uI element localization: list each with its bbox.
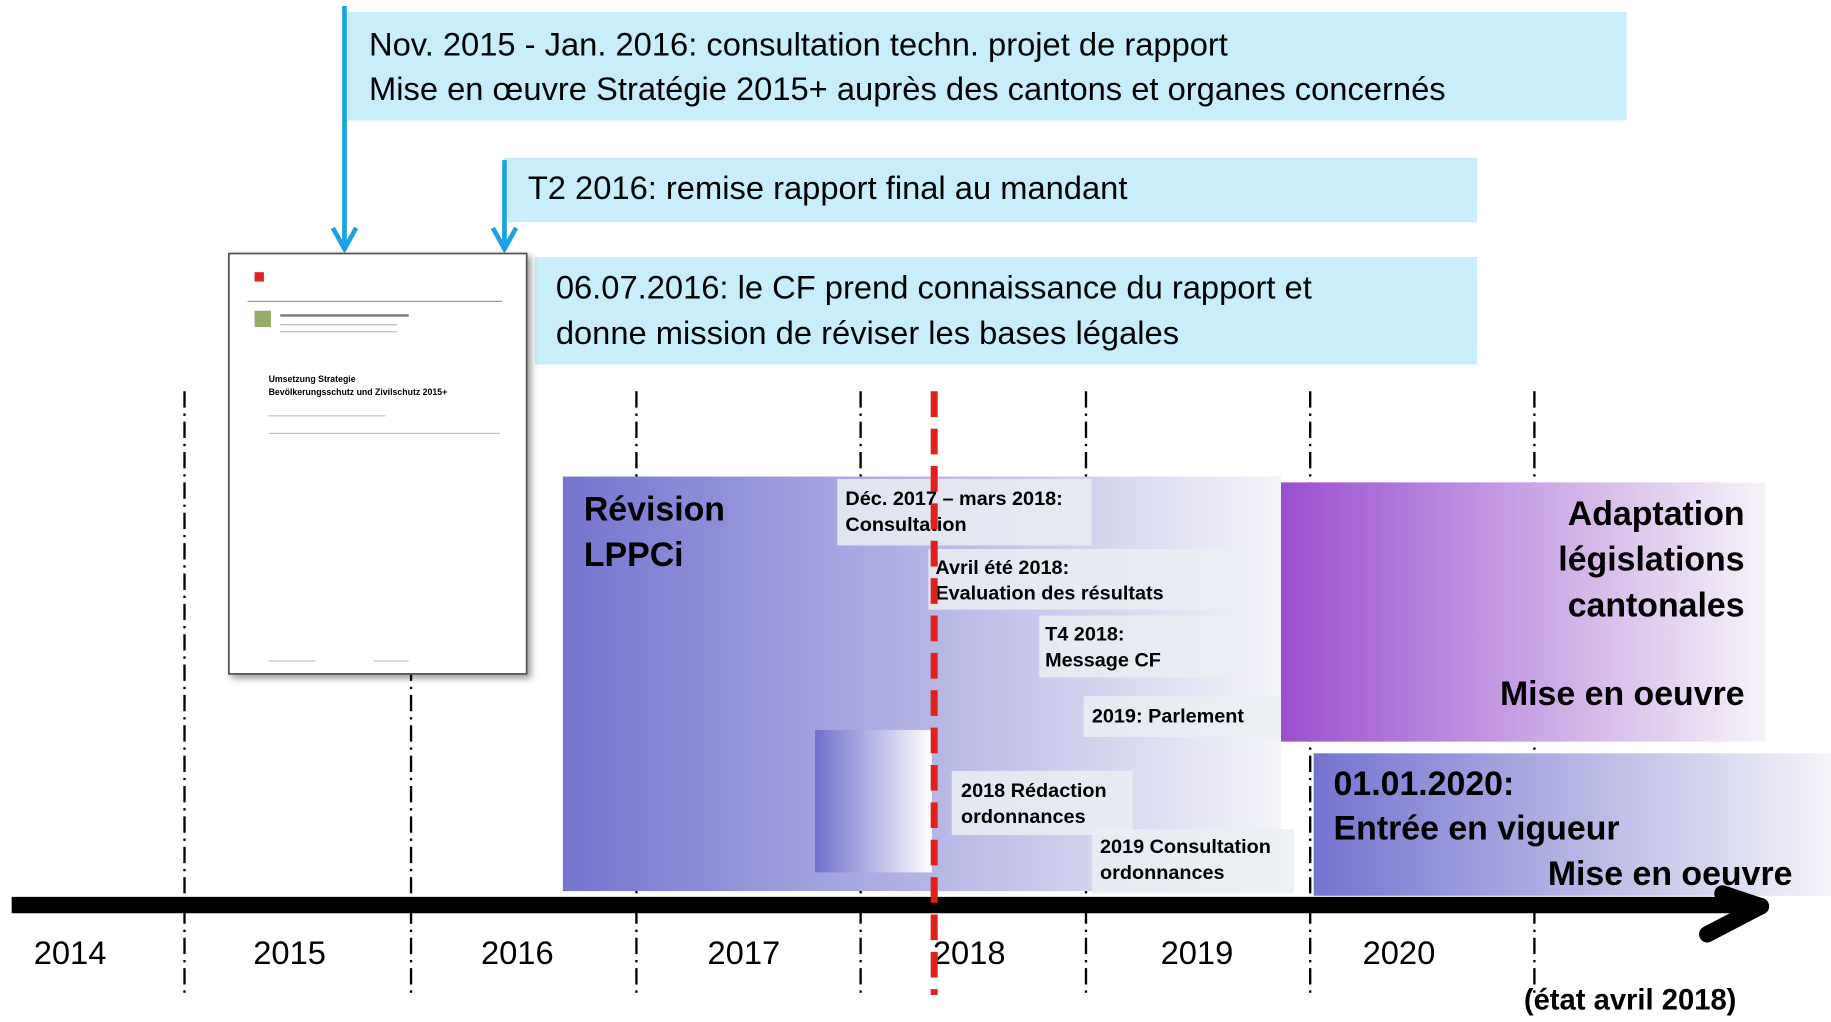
- step-text: 2018 Rédaction: [961, 780, 1107, 802]
- year-label: 2016: [481, 934, 554, 971]
- drafting-block: [815, 730, 932, 872]
- callout-text: Mise en œuvre Stratégie 2015+ auprès des…: [369, 70, 1446, 107]
- report-title: Bevölkerungsschutz und Zivilschutz 2015+: [269, 387, 448, 397]
- year-label: 2015: [253, 934, 326, 971]
- callout-text: T2 2016: remise rapport final au mandant: [528, 169, 1128, 206]
- timeline-diagram: Nov. 2015 - Jan. 2016: consultation tech…: [0, 0, 1831, 1022]
- year-label: 2017: [707, 934, 780, 971]
- block-title: Révision: [584, 491, 725, 529]
- report-thumbnail: Umsetzung Strategie Bevölkerungsschutz u…: [229, 254, 527, 674]
- block-subtitle: Mise en oeuvre: [1548, 855, 1793, 893]
- year-label: 2014: [34, 934, 107, 971]
- step-text: Déc. 2017 – mars 2018:: [845, 488, 1062, 510]
- block-title: Adaptation: [1568, 495, 1745, 533]
- block-subtitle: Mise en oeuvre: [1500, 675, 1745, 713]
- callout-text: donne mission de réviser les bases légal…: [556, 314, 1179, 351]
- block-title: 01.01.2020:: [1334, 765, 1515, 803]
- step-text: Avril été 2018:: [935, 557, 1069, 579]
- step-text: ordonnances: [961, 806, 1086, 828]
- year-label: 2018: [933, 934, 1006, 971]
- step-text: Evaluation des résultats: [935, 583, 1163, 605]
- step-text: 2019: Parlement: [1092, 705, 1245, 727]
- step-text: Consultation: [845, 514, 966, 536]
- step-text: ordonnances: [1100, 862, 1225, 884]
- callout-text: Nov. 2015 - Jan. 2016: consultation tech…: [369, 25, 1228, 62]
- step-text: T4 2018:: [1045, 624, 1124, 646]
- step-text: Message CF: [1045, 649, 1161, 671]
- timeline-axis: [12, 893, 1761, 934]
- block-title: cantonales: [1568, 586, 1745, 624]
- callout-text: 06.07.2016: le CF prend connaissance du …: [556, 268, 1312, 305]
- block-title: Entrée en vigueur: [1334, 809, 1620, 847]
- block-title: LPPCi: [584, 536, 684, 574]
- status-note: (état avril 2018): [1524, 985, 1737, 1017]
- report-title: Umsetzung Strategie: [269, 374, 356, 384]
- step-text: 2019 Consultation: [1100, 836, 1271, 858]
- year-label: 2020: [1363, 934, 1436, 971]
- block-title: législations: [1558, 541, 1744, 579]
- year-label: 2019: [1161, 934, 1234, 971]
